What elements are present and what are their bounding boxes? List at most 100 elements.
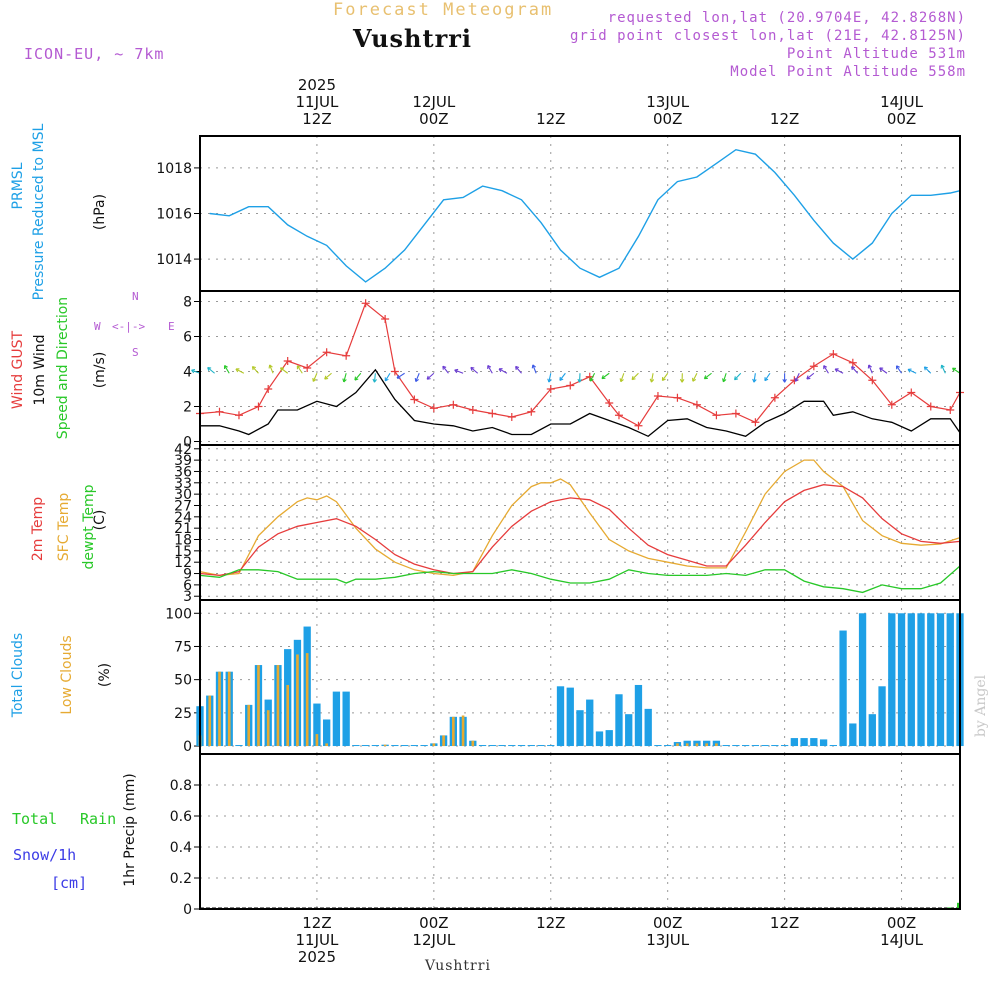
wind-arrow-head [426,375,431,380]
total-cloud-bar [517,745,526,747]
wind-direction-arrow [620,373,625,382]
wind-arrow-head [589,377,594,382]
wind-gust-point [926,402,935,411]
wind-arrow-head [923,366,928,371]
wind-direction-arrow [834,368,844,374]
wind-direction-arrow [207,367,215,374]
total-cloud-bar [829,745,837,747]
wind-gust-point [254,402,263,411]
wind-gust-point [712,411,721,420]
total-cloud-bar [703,740,711,747]
low-cloud-bar [715,743,718,747]
wind-gust-point [264,385,273,393]
wind-arrow-head [454,368,459,374]
wind-gust-point [410,395,419,404]
wind-direction-arrow [442,365,449,374]
time-tick-label: 12Z [745,915,825,932]
y-tick-label: 100 [165,606,192,622]
y-tick-label: 0.2 [170,871,192,887]
time-tick-label: 12Z 11JUL 2025 [277,915,357,966]
time-tick-line: 12JUL [412,931,456,949]
total-cloud-bar [566,687,574,747]
wind-arrow-head [396,374,401,379]
wind-gust-point [468,406,477,414]
wind-direction-arrow [794,373,800,382]
wind-direction-arrow [823,365,829,374]
wind-direction-arrow [661,372,669,381]
wind-direction-arrow [722,373,727,382]
wind-arrow-head [722,378,727,383]
wind-arrow-head [851,366,856,371]
wind-gust-point [215,407,224,416]
total-cloud-bar [751,745,760,747]
total-cloud-bar [595,731,604,747]
wind-direction-arrow [324,372,332,380]
total-cloud-bar [488,745,496,747]
y-tick-label: 18 [174,533,192,549]
wind-arrow-head [442,365,447,370]
wind-direction-arrow [224,365,230,374]
wind-direction-arrow [753,373,756,383]
time-tick-line: 00Z [419,110,449,128]
wind-gust-point [507,413,516,421]
wind-arrow-head [191,368,196,374]
wind-direction-arrow [470,366,479,374]
total-cloud-bar [391,745,399,747]
wind-gust-point [342,351,351,360]
low-cloud-bar [266,710,270,747]
time-tick-line: 00Z [653,914,683,932]
total-cloud-bar [771,745,779,747]
y-tick-label: 27 [174,498,192,514]
time-tick-label: 14JUL 00Z [862,94,942,128]
y-tick-label: 75 [174,639,192,655]
total-cloud-bar [849,723,857,747]
time-tick-label: 00Z 14JUL [862,915,942,949]
y-tick-label: 36 [174,464,192,480]
wind-direction-arrow [312,373,318,382]
time-tick-label: 00Z 13JUL [628,915,708,949]
y-tick-label: 6 [183,578,192,594]
total-cloud-bar [790,738,799,747]
footer-station: Vushtrri [425,958,491,974]
y-tick-label: 30 [174,487,192,503]
wind-gust-point [770,393,779,402]
low-cloud-bar [315,734,319,747]
low-cloud-bar [296,654,299,747]
y-tick-label: 0.4 [170,840,192,856]
y-tick-label: 12 [174,555,192,571]
low-cloud-bar [676,743,679,747]
wind-direction-arrow [235,368,245,374]
total-cloud-bar [625,714,633,747]
pressure-line [209,148,961,283]
wind-gust-point [566,381,575,390]
time-tick-line: 14JUL [880,93,923,111]
low-cloud-bar [695,743,699,747]
wind-direction-arrow [734,372,742,381]
wind-gust-point [546,385,555,393]
compass-arrows: <-|-> [112,320,146,333]
wind-arrow-head [834,368,839,373]
wind-direction-arrow [764,372,771,381]
wind-direction-arrow [952,367,961,374]
total-cloud-bar [897,613,906,747]
total-cloud-bar [858,613,867,747]
total-cloud-bar [342,691,350,747]
wind-arrow-head [547,378,552,383]
time-tick-label: 12JUL 00Z [394,94,474,128]
wind-arrow-head [907,368,912,373]
wind-arrow-head [752,378,757,383]
wind-arrow-head [679,378,685,383]
low-cloud-bar [452,716,455,747]
wind-10m-line [200,368,961,438]
total-cloud-bar [810,738,818,747]
point-altitude: Point Altitude 531m [786,46,966,62]
compass-west: W [94,320,101,333]
wind-arrow-head [235,368,240,373]
wind-arrow-head [879,367,884,372]
station-name: Vushtrri [353,24,472,53]
total-cloud-bar [917,613,925,747]
total-cloud-bar [878,686,886,747]
total-cloud-bar [400,745,409,747]
wind-direction-arrow [879,367,888,374]
